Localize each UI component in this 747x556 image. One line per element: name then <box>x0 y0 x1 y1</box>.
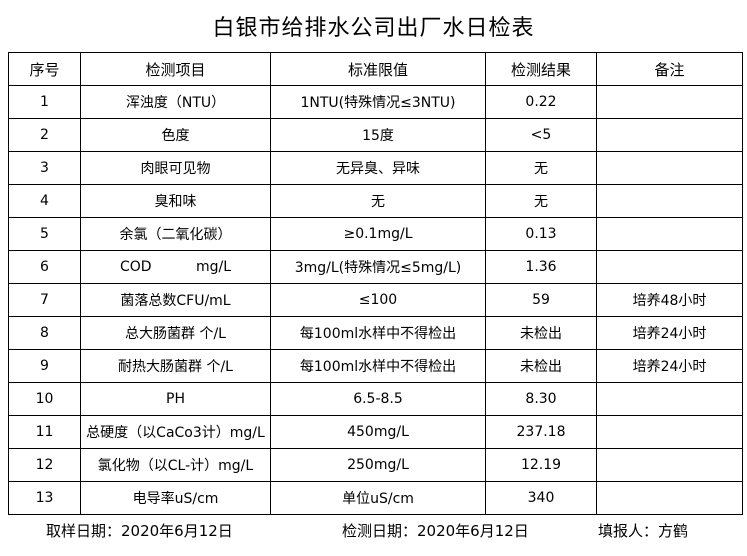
table-cell: 1.36 <box>485 250 597 284</box>
table-cell: 耐热大肠菌群 个/L <box>80 349 271 383</box>
table-cell: 10 <box>8 382 81 416</box>
column-header: 检测结果 <box>485 52 597 86</box>
table-cell: 5 <box>8 217 81 251</box>
table-cell: 电导率uS/cm <box>80 481 271 515</box>
table-cell: 色度 <box>80 118 271 152</box>
table-cell <box>596 481 743 515</box>
column-header: 检测项目 <box>80 52 271 86</box>
table-row: 3 肉眼可见物 无异臭、异味无 <box>8 151 743 185</box>
table-cell: 菌落总数CFU/mL <box>80 283 271 317</box>
table-row: 12 氯化物（以CL-计）mg/L 250mg/L 12.19 <box>8 448 743 482</box>
table-row: 6 COD mg/L 3mg/L(特殊情况≤5mg/L) 1.36 <box>8 250 743 284</box>
table-cell: 9 <box>8 349 81 383</box>
table-cell: 6.5-8.5 <box>270 382 486 416</box>
table-cell: 237.18 <box>485 415 597 449</box>
table-cell: 13 <box>8 481 81 515</box>
table-cell: 15度 <box>270 118 486 152</box>
table-cell: 培养24小时 <box>596 316 743 350</box>
table-cell: 6 <box>8 250 81 284</box>
table-cell: 每100ml水样中不得检出 <box>270 316 486 350</box>
table-row: 7 菌落总数CFU/mL ≤100 59 培养48小时 <box>8 283 743 317</box>
table-cell: 12 <box>8 448 81 482</box>
table-cell: 2 <box>8 118 81 152</box>
table-cell: 余氯（二氧化碳） <box>80 217 271 251</box>
table-cell: COD mg/L <box>80 250 271 284</box>
table-cell: 4 <box>8 184 81 218</box>
table-cell: 无 <box>485 151 597 185</box>
table-cell: 单位uS/cm <box>270 481 486 515</box>
test-date: 检测日期：2020年6月12日 <box>342 522 529 540</box>
table-cell <box>596 151 743 185</box>
table-cell: 8.30 <box>485 382 597 416</box>
reporter: 填报人：方鹤 <box>598 522 689 540</box>
table-cell <box>596 217 743 251</box>
table-cell: 培养48小时 <box>596 283 743 317</box>
table-cell: PH <box>80 382 271 416</box>
table-cell <box>596 382 743 416</box>
header-row: 序号 检测项目 标准限值 检测结果 备注 <box>8 52 743 86</box>
table-cell: 未检出 <box>485 316 597 350</box>
table-row: 1 浑浊度（NTU） 1NTU(特殊情况≤3NTU) 0.22 <box>8 85 743 119</box>
table-cell: 肉眼可见物 <box>80 151 271 185</box>
table-cell: 340 <box>485 481 597 515</box>
table-cell: 1 <box>8 85 81 119</box>
table-row: 10 PH 6.5-8.5 8.30 <box>8 382 743 416</box>
column-header: 标准限值 <box>270 52 486 86</box>
page-title: 白银市给排水公司出厂水日检表 <box>212 16 535 41</box>
table-cell: 无异臭、异味 <box>270 151 486 185</box>
table-cell: 无 <box>270 184 486 218</box>
table-cell: 7 <box>8 283 81 317</box>
table-cell: 59 <box>485 283 597 317</box>
table-cell: 臭和味 <box>80 184 271 218</box>
table-cell: 8 <box>8 316 81 350</box>
table-cell: 每100ml水样中不得检出 <box>270 349 486 383</box>
table-cell: <5 <box>485 118 597 152</box>
table-row: 11 总硬度（以CaCo3计）mg/L 450mg/L 237.18 <box>8 415 743 449</box>
table-cell: 0.13 <box>485 217 597 251</box>
table-cell: 3 <box>8 151 81 185</box>
sample-date: 取样日期：2020年6月12日 <box>46 522 233 540</box>
table-cell: 无 <box>485 184 597 218</box>
table-cell <box>596 250 743 284</box>
table-row: 9 耐热大肠菌群 个/L 每100ml水样中不得检出 未检出 培养24小时 <box>8 349 743 383</box>
table-cell: 0.22 <box>485 85 597 119</box>
table-row: 5 余氯（二氧化碳） ≥0.1mg/L 0.13 <box>8 217 743 251</box>
table-cell: ≥0.1mg/L <box>270 217 486 251</box>
table-cell: 浑浊度（NTU） <box>80 85 271 119</box>
table-cell <box>596 184 743 218</box>
column-header: 序号 <box>8 52 81 86</box>
table-cell: 250mg/L <box>270 448 486 482</box>
table-cell: 总大肠菌群 个/L <box>80 316 271 350</box>
table-cell <box>596 118 743 152</box>
table-cell <box>596 415 743 449</box>
table-row: 2 色度 15度 <5 <box>8 118 743 152</box>
table-cell: 总硬度（以CaCo3计）mg/L <box>80 415 271 449</box>
table-row: 13 电导率uS/cm 单位uS/cm 340 <box>8 481 743 515</box>
table-cell: ≤100 <box>270 283 486 317</box>
table-row: 4 臭和味无无 <box>8 184 743 218</box>
table-cell: 11 <box>8 415 81 449</box>
table-cell: 3mg/L(特殊情况≤5mg/L) <box>270 250 486 284</box>
table-cell: 未检出 <box>485 349 597 383</box>
table-row: 8 总大肠菌群 个/L 每100ml水样中不得检出 未检出 培养24小时 <box>8 316 743 350</box>
table-cell <box>596 448 743 482</box>
table-cell: 12.19 <box>485 448 597 482</box>
table-cell: 氯化物（以CL-计）mg/L <box>80 448 271 482</box>
table-cell: 培养24小时 <box>596 349 743 383</box>
column-header: 备注 <box>596 52 743 86</box>
table-cell: 450mg/L <box>270 415 486 449</box>
inspection-table: 序号 检测项目 标准限值 检测结果 备注 1 浑浊度（NTU） 1NTU(特殊情况≤3NTU)… <box>8 52 743 515</box>
table-cell: 1NTU(特殊情况≤3NTU) <box>270 85 486 119</box>
table-cell <box>596 85 743 119</box>
